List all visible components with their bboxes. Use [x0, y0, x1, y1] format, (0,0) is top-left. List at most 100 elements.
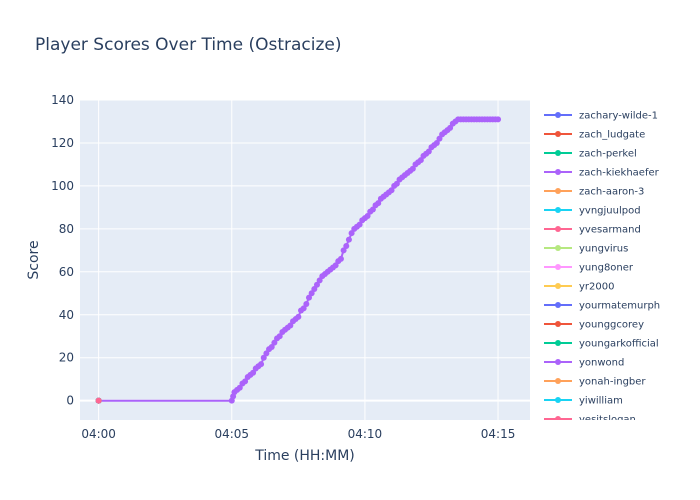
legend-label: yiwilliam	[579, 396, 623, 407]
y-tick-label: 40	[59, 308, 74, 322]
legend-item[interactable]: yung8oner	[544, 263, 634, 274]
legend-item[interactable]: youngarkofficial	[544, 339, 659, 350]
legend-swatch-marker	[555, 245, 561, 251]
legend-swatch-marker	[555, 150, 561, 156]
data-point	[311, 285, 318, 292]
data-point	[436, 135, 443, 142]
plot-area	[80, 100, 530, 420]
data-point	[433, 139, 440, 146]
data-point	[308, 290, 315, 297]
data-point	[250, 369, 257, 376]
legend-item[interactable]: yr2000	[544, 282, 614, 293]
legend-label: yonah-ingber	[579, 377, 646, 388]
data-point	[375, 200, 382, 207]
data-point	[393, 180, 400, 187]
legend-item[interactable]: yiwilliam	[544, 396, 623, 407]
data-point	[276, 333, 283, 340]
data-point	[343, 243, 350, 250]
legend-item[interactable]: yourmatemurph	[544, 301, 660, 312]
data-point	[417, 157, 424, 164]
data-point	[303, 301, 310, 308]
legend-item[interactable]: zach-perkel	[544, 149, 637, 160]
data-point	[348, 230, 355, 237]
legend-item[interactable]: zach_ludgate	[544, 130, 645, 141]
x-tick-label: 04:00	[81, 427, 116, 441]
legend-swatch-marker	[555, 321, 561, 327]
y-tick-label: 60	[59, 265, 74, 279]
legend-label: yungvirus	[579, 244, 628, 255]
legend-swatch-marker	[555, 359, 561, 365]
chart-title: Player Scores Over Time (Ostracize)	[35, 35, 342, 55]
data-point	[409, 165, 416, 172]
legend-swatch-marker	[555, 264, 561, 270]
y-tick-label: 0	[66, 394, 74, 408]
data-point	[287, 322, 294, 329]
y-tick-label: 20	[59, 351, 74, 365]
legend-swatch-marker	[555, 378, 561, 384]
data-point	[388, 187, 395, 194]
legend-item[interactable]: yonah-ingber	[544, 377, 646, 388]
legend-swatch-marker	[555, 188, 561, 194]
legend-swatch-marker	[555, 131, 561, 137]
data-point	[337, 255, 344, 262]
legend-item[interactable]: yonwond	[544, 358, 624, 369]
data-point	[332, 262, 339, 269]
legend-item[interactable]: younggcorey	[544, 320, 644, 331]
legend-swatch-marker	[555, 112, 561, 118]
data-point	[425, 148, 432, 155]
legend-label: yourmatemurph	[579, 301, 660, 312]
legend-swatch-marker	[555, 397, 561, 403]
legend-item[interactable]: zach-kiekhaefer	[544, 168, 660, 179]
legend-swatch-marker	[555, 416, 561, 420]
legend-swatch-marker	[555, 226, 561, 232]
legend-item[interactable]: yungvirus	[544, 244, 628, 255]
legend-item[interactable]: zachary-wilde-1	[544, 111, 658, 122]
data-point	[242, 378, 249, 385]
legend-swatch-marker	[555, 283, 561, 289]
grid	[80, 99, 530, 420]
legend-item[interactable]: yvngjuulpod	[544, 206, 641, 217]
legend-swatch-marker	[555, 207, 561, 213]
legend-label: yr2000	[579, 282, 614, 293]
legend-label: yonwond	[579, 358, 624, 369]
y-tick-label: 100	[51, 179, 74, 193]
data-point	[260, 354, 267, 361]
data-point	[340, 247, 347, 254]
data-point	[236, 384, 243, 391]
legend-label: zach-perkel	[579, 149, 637, 160]
legend-label: yesitslogan	[579, 415, 636, 426]
data-point	[364, 212, 371, 219]
data-point	[345, 236, 352, 243]
data-point	[95, 397, 102, 404]
x-tick-label: 04:05	[214, 427, 249, 441]
data-point	[369, 206, 376, 213]
legend-label: younggcorey	[579, 320, 644, 331]
data-point	[356, 221, 363, 228]
legend-label: yung8oner	[579, 263, 634, 274]
legend-item[interactable]: yesitslogan	[544, 415, 636, 426]
data-point	[295, 313, 302, 320]
y-axis-title: Score	[26, 240, 42, 279]
legend-swatch-marker	[555, 169, 561, 175]
series-layer	[95, 116, 502, 404]
data-point	[258, 361, 265, 368]
legend-item[interactable]: yvesarmand	[544, 225, 641, 236]
data-point	[300, 305, 307, 312]
data-point	[271, 339, 278, 346]
legend-swatch-marker	[555, 340, 561, 346]
legend[interactable]: zachary-wilde-1 zach_ludgate zach-perkel za…	[544, 111, 660, 426]
data-point	[495, 116, 502, 123]
data-point	[263, 350, 270, 357]
legend-label: yvngjuulpod	[579, 206, 641, 217]
legend-label: yvesarmand	[579, 225, 641, 236]
data-point	[305, 294, 312, 301]
legend-swatch-marker	[555, 302, 561, 308]
data-point	[313, 281, 320, 288]
legend-label: zach-aaron-3	[579, 187, 644, 198]
y-tick-label: 120	[51, 136, 74, 150]
legend-item[interactable]: zach-aaron-3	[544, 187, 644, 198]
legend-label: youngarkofficial	[579, 339, 659, 350]
data-point	[316, 277, 323, 284]
data-point	[268, 343, 275, 350]
